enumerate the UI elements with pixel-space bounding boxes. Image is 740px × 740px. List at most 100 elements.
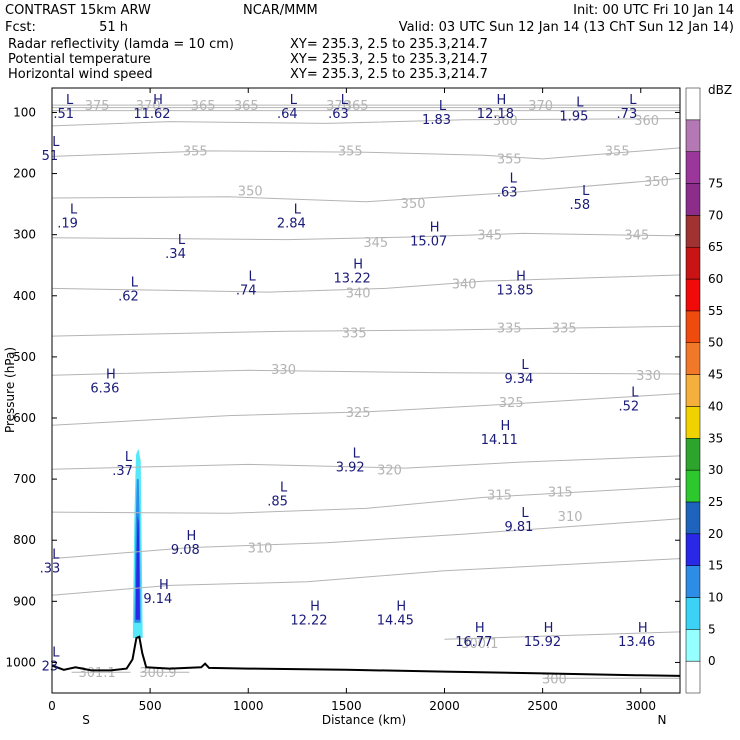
extremum-type: L: [341, 93, 349, 108]
y-tick-label: 300: [13, 228, 36, 242]
extremum-type: H: [186, 529, 196, 544]
extremum-type: L: [439, 99, 447, 114]
extremum-value: .19: [57, 216, 78, 231]
colorbar-level-label: 30: [708, 463, 723, 477]
theta-contour-355: [51, 147, 681, 160]
theta-contour-label: 340: [452, 278, 477, 293]
extremum-value: 23: [42, 659, 59, 674]
theta-contour-label: 345: [363, 236, 388, 251]
theta-contour-label: 315: [487, 488, 512, 503]
extremum-type: H: [310, 600, 320, 615]
extremum-type: H: [430, 221, 440, 236]
extremum-type: H: [153, 93, 163, 108]
wind-extremum-L: L.51: [53, 93, 74, 122]
theta-contour-320: [51, 455, 681, 470]
wind-extremum-L: L.52: [619, 386, 640, 415]
extremum-value: .63: [328, 107, 349, 122]
theta-contour-label: 355: [605, 144, 630, 159]
wind-extremum-H: H16.77: [455, 621, 492, 650]
extremum-type: L: [280, 480, 288, 495]
wind-extremum-H: H15.92: [524, 621, 561, 650]
extremum-value: .52: [619, 400, 640, 415]
theta-contour-label: 335: [342, 326, 367, 341]
extremum-type: H: [500, 419, 510, 434]
wind-extremum-L: L.62: [118, 276, 139, 305]
x-axis: 0 500 1000 1500 2000 2500 3000: [48, 88, 656, 713]
extremum-value: 15.07: [410, 235, 447, 250]
y-tick-label: 1000: [5, 655, 36, 669]
x-tick-label: 0: [48, 699, 56, 713]
extremum-value: 16.77: [455, 635, 492, 650]
y-tick-label: 700: [13, 472, 36, 486]
colorbar-swatch: [685, 406, 701, 439]
y-tick-label: 800: [13, 533, 36, 547]
field-2-xy: XY= 235.3, 2.5 to 235.3,214.7: [290, 52, 488, 67]
theta-contour-label: 300.9: [139, 666, 176, 681]
theta-contour-340: [51, 274, 681, 293]
extremum-type: H: [516, 270, 526, 285]
wind-extremum-L: L9.81: [504, 506, 533, 535]
wind-speed-extrema: L.51H11.62L.64L.63L1.83H12.18L1.95L.73L5…: [40, 93, 656, 674]
y-tick-label: 400: [13, 289, 36, 303]
extremum-type: L: [52, 548, 60, 563]
colorbar-swatch: [685, 310, 701, 343]
colorbar-swatch: [685, 183, 701, 216]
extremum-value: 12.18: [477, 107, 514, 122]
colorbar-swatch: [685, 246, 701, 280]
colorbar-level-label: 0: [708, 654, 716, 668]
colorbar-unit: dBZ: [708, 83, 732, 97]
x-axis-right-end-label: N: [658, 713, 667, 727]
colorbar-level-label: 45: [708, 368, 723, 382]
colorbar: 0 5 10 15 20 25 30 35 40 45 50 55 60 65 70 75 dBZ: [685, 83, 732, 694]
extremum-type: L: [353, 447, 361, 462]
extremum-value: .73: [617, 107, 638, 122]
y-axis-title: Pressure (hPa): [3, 347, 17, 433]
extremum-type: H: [353, 257, 363, 272]
y-tick-label: 500: [13, 350, 36, 364]
theta-contour-335: [51, 325, 681, 337]
extremum-type: L: [576, 95, 584, 110]
wind-extremum-H: H12.18: [477, 93, 514, 122]
wind-extremum-H: H13.46: [618, 621, 655, 650]
theta-contour-label: 355: [497, 152, 522, 167]
colorbar-swatch: [685, 374, 701, 407]
theta-contour-label: 325: [346, 406, 371, 421]
colorbar-swatch: [685, 629, 701, 662]
extremum-value: 9.08: [171, 543, 200, 558]
colorbar-level-label: 15: [708, 559, 723, 573]
field-1-xy: XY= 235.3, 2.5 to 235.3,214.7: [290, 37, 488, 52]
extremum-type: L: [521, 358, 529, 373]
wind-extremum-H: H13.85: [496, 270, 533, 299]
extremum-type: H: [544, 621, 554, 636]
colorbar-level-label: 50: [708, 336, 723, 350]
org-label: NCAR/MMM: [243, 3, 318, 18]
extremum-type: L: [70, 202, 78, 217]
x-axis-title: Distance (km): [322, 713, 406, 727]
wind-extremum-L: L1.95: [559, 95, 588, 124]
wind-extremum-H: H11.62: [133, 93, 170, 122]
theta-contour-label: 300: [542, 672, 567, 687]
colorbar-swatch: [685, 278, 701, 312]
wind-extremum-L: L1.83: [422, 99, 451, 128]
extremum-value: 11.62: [133, 107, 170, 122]
field-1-name: Radar reflectivity (lamda = 10 cm): [8, 37, 234, 52]
wind-extremum-H: H14.45: [377, 600, 414, 629]
x-tick-label: 500: [139, 699, 162, 713]
colorbar-level-label: 65: [708, 240, 723, 254]
extremum-value: 9.34: [504, 372, 533, 387]
theta-contour-label: 350: [238, 185, 263, 200]
y-axis: 100 200 300 400 500 600 700 800 900 1000: [5, 105, 680, 669]
wind-extremum-L: L.34: [165, 233, 186, 262]
field-3-name: Horizontal wind speed: [8, 67, 153, 82]
x-tick-label: 1500: [331, 699, 362, 713]
wind-extremum-L: L3.92: [336, 447, 365, 476]
theta-contour-label: 345: [624, 229, 649, 244]
extremum-value: .62: [118, 290, 139, 305]
extremum-value: 13.22: [334, 271, 371, 286]
extremum-value: 3.92: [336, 461, 365, 476]
y-tick-label: 600: [13, 411, 36, 425]
y-tick-label: 200: [13, 167, 36, 181]
colorbar-level-label: 70: [708, 208, 723, 222]
extremum-value: 51: [42, 149, 59, 164]
